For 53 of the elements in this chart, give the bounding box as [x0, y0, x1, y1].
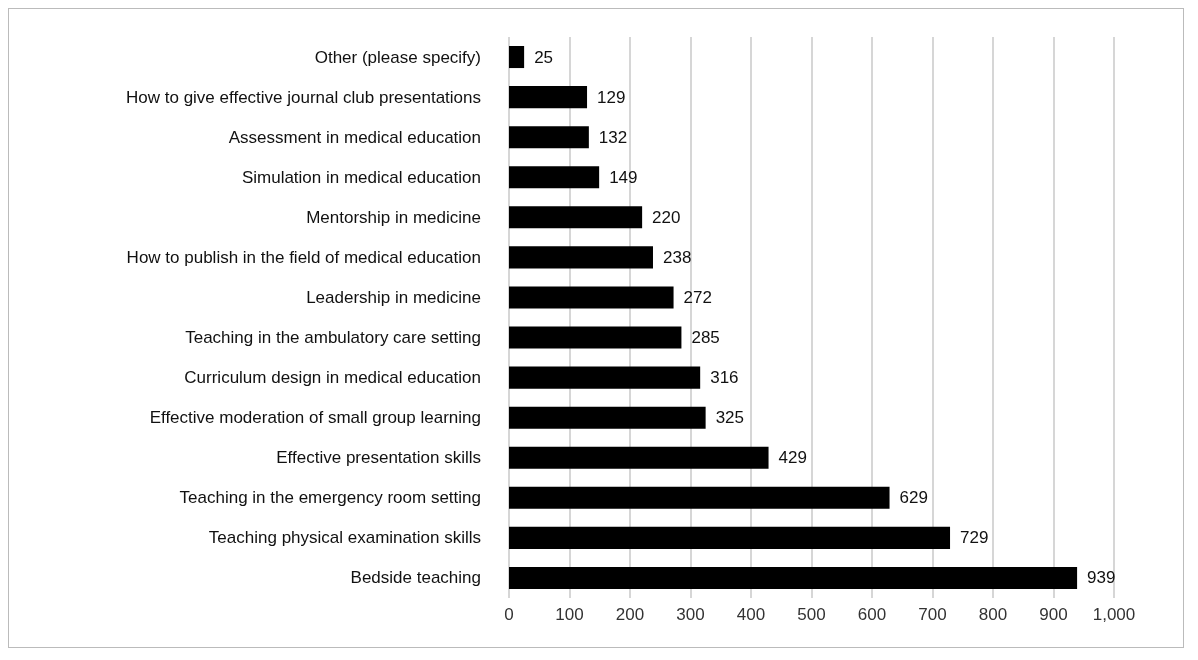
data-label: 316 [710, 368, 739, 388]
data-label: 285 [691, 328, 720, 348]
bar [509, 486, 890, 509]
x-tick-label: 500 [797, 605, 826, 624]
x-tick-label: 1,000 [1092, 605, 1136, 624]
x-tick-label: 400 [736, 605, 766, 624]
data-label: 325 [715, 408, 744, 428]
x-tick-label: 900 [1039, 605, 1068, 624]
bar [509, 286, 674, 309]
y-tick-label: How to publish in the field of medical education [126, 247, 481, 267]
x-tick-label: 100 [555, 605, 584, 624]
y-tick-label: Simulation in medical education [241, 167, 481, 187]
y-tick-label: Assessment in medical education [228, 127, 481, 147]
bar [509, 566, 1078, 589]
y-tick-label: Effective presentation skills [276, 448, 481, 468]
bar [509, 246, 653, 269]
data-label: 272 [683, 287, 712, 307]
bar [509, 326, 682, 349]
y-tick-label: Other (please specify) [314, 47, 481, 67]
y-tick-label: Teaching physical examination skills [208, 528, 481, 548]
y-tick-label: Curriculum design in medical education [184, 368, 481, 388]
bar [509, 126, 589, 149]
x-tick-label: 300 [676, 605, 705, 624]
data-label: 132 [598, 127, 628, 147]
bar [509, 526, 951, 549]
data-label: 939 [1087, 568, 1116, 588]
y-tick-label: How to give effective journal club presentations [126, 87, 481, 107]
data-label: 129 [597, 87, 626, 107]
bar [509, 366, 701, 389]
data-label: 729 [960, 528, 989, 548]
bar [509, 166, 600, 189]
y-tick-label: Leadership in medicine [306, 287, 481, 307]
x-tick-label: 600 [857, 605, 887, 624]
y-tick-label: Bedside teaching [350, 568, 481, 588]
y-tick-label: Effective moderation of small group learning [149, 408, 481, 428]
bar [509, 46, 525, 69]
data-label: 629 [899, 488, 928, 508]
data-label: 238 [662, 247, 692, 267]
x-tick-label: 800 [978, 605, 1008, 624]
y-tick-label: Teaching in the ambulatory care setting [185, 328, 481, 348]
data-label: 149 [609, 167, 638, 187]
x-tick-label: 700 [918, 605, 947, 624]
bar [509, 206, 643, 229]
data-label: 25 [534, 47, 554, 67]
y-tick-label: Mentorship in medicine [306, 207, 481, 227]
x-tick-label: 200 [615, 605, 645, 624]
x-tick-label: 0 [504, 605, 514, 624]
bar [509, 86, 588, 109]
y-tick-label: Teaching in the emergency room setting [179, 488, 481, 508]
data-label: 220 [652, 207, 681, 227]
bar [509, 406, 706, 429]
data-label: 429 [778, 448, 807, 468]
bar [509, 446, 769, 469]
